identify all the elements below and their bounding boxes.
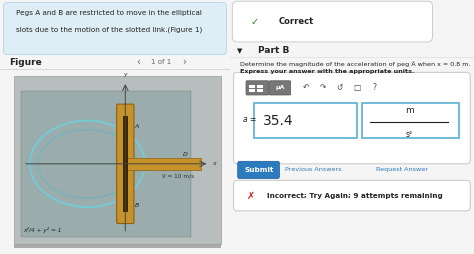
FancyBboxPatch shape [257, 85, 264, 88]
FancyBboxPatch shape [14, 244, 221, 248]
FancyBboxPatch shape [246, 81, 269, 95]
FancyBboxPatch shape [257, 89, 264, 92]
Text: x²/4 + y² = 1: x²/4 + y² = 1 [23, 227, 62, 233]
FancyBboxPatch shape [3, 3, 227, 55]
Text: 35.4: 35.4 [263, 114, 293, 128]
FancyBboxPatch shape [21, 91, 191, 237]
Text: slots due to the motion of the slotted link.(Figure 1): slots due to the motion of the slotted l… [16, 27, 202, 33]
Text: Request Answer: Request Answer [376, 167, 428, 172]
Text: 1 of 1: 1 of 1 [151, 59, 171, 65]
Text: ↺: ↺ [337, 83, 343, 92]
Text: Pegs A and B are restricted to move in the elliptical: Pegs A and B are restricted to move in t… [16, 10, 202, 16]
Text: Determine the magnitude of the acceleration of peg Ä when x = 0.8 m.: Determine the magnitude of the accelerat… [240, 61, 470, 67]
Text: D: D [183, 152, 188, 157]
FancyBboxPatch shape [125, 158, 201, 170]
Text: ↶: ↶ [302, 83, 309, 92]
FancyBboxPatch shape [249, 85, 255, 88]
Text: B: B [135, 203, 139, 208]
Text: ?: ? [372, 83, 376, 92]
Text: Previous Answers: Previous Answers [285, 167, 341, 172]
Text: v̅ = 10 m/s: v̅ = 10 m/s [162, 174, 194, 179]
FancyBboxPatch shape [123, 116, 128, 212]
Text: x: x [213, 161, 217, 166]
Text: ‹: ‹ [136, 57, 140, 67]
FancyBboxPatch shape [254, 103, 357, 138]
Text: Part B: Part B [258, 46, 289, 55]
Text: ↷: ↷ [319, 83, 326, 92]
Text: a =: a = [243, 115, 257, 124]
Text: ▼: ▼ [237, 48, 243, 54]
Text: Figure: Figure [9, 58, 42, 67]
Text: y: y [123, 72, 127, 77]
Text: s²: s² [406, 130, 413, 138]
FancyBboxPatch shape [232, 1, 432, 42]
FancyBboxPatch shape [14, 76, 221, 244]
Text: A: A [135, 124, 139, 129]
Text: Correct: Correct [279, 17, 314, 26]
FancyBboxPatch shape [117, 104, 134, 224]
Text: Submit: Submit [244, 167, 273, 173]
FancyBboxPatch shape [237, 161, 280, 179]
Text: ✗: ✗ [246, 190, 255, 201]
FancyBboxPatch shape [269, 81, 291, 95]
FancyBboxPatch shape [234, 72, 470, 164]
FancyBboxPatch shape [234, 180, 470, 211]
Text: ›: › [182, 57, 186, 67]
Text: m: m [405, 106, 414, 115]
Text: Express your answer with the appropriate units.: Express your answer with the appropriate… [240, 69, 414, 74]
Text: μA: μA [275, 85, 285, 90]
FancyBboxPatch shape [362, 103, 459, 138]
Text: □: □ [353, 83, 360, 92]
Text: ✓: ✓ [250, 17, 258, 27]
FancyBboxPatch shape [249, 89, 255, 92]
Text: Incorrect; Try Again; 9 attempts remaining: Incorrect; Try Again; 9 attempts remaini… [266, 193, 442, 199]
